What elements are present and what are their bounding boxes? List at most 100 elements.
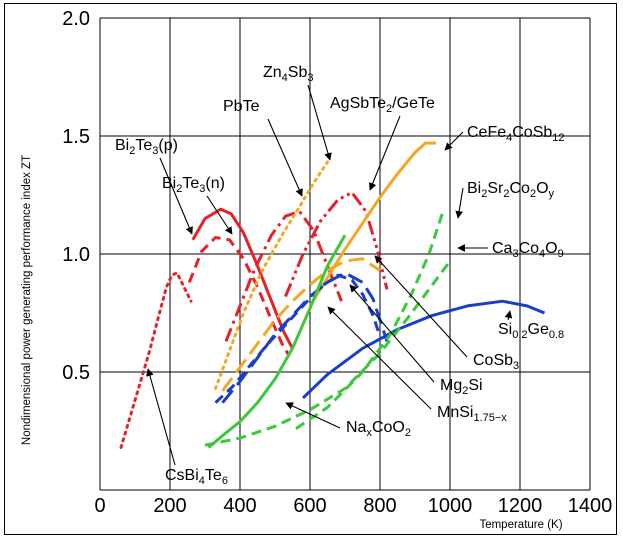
x-axis-label: Temperature (K) (479, 519, 562, 531)
annotation-arrow (504, 310, 513, 321)
label-text: Bi (115, 137, 129, 154)
annotations: CsBi4Te6Bi2Te3(p)Bi2Te3(n)PbTeZn4Sb3AgSb… (115, 64, 565, 487)
series-line (204, 260, 452, 447)
label-text: Ge (528, 321, 549, 338)
x-tick-label: 600 (293, 495, 326, 517)
label-subscript: 2 (462, 385, 468, 397)
label-text: Sb (288, 64, 308, 81)
label-text: Co (519, 240, 540, 257)
label-text: (n) (205, 175, 225, 192)
annotation-arrow (159, 157, 193, 235)
series-line (207, 234, 347, 449)
label-text: Sr (487, 180, 504, 197)
label-subscript: 2 (176, 183, 182, 195)
series-line (284, 191, 389, 298)
series-line (214, 160, 329, 390)
annotation-label: AgSbTe2/GeTe (330, 95, 435, 115)
label-text: Te (135, 137, 152, 154)
label-text: O (536, 180, 548, 197)
label-subscript: 2 (129, 145, 135, 157)
label-text: Si (468, 377, 482, 394)
label-text: Te (205, 467, 222, 484)
annotation-arrow (444, 131, 464, 151)
label-text: AgSbTe (330, 95, 386, 112)
annotation-arrow (455, 187, 464, 219)
label-text: Bi (162, 175, 176, 192)
series-line (221, 257, 381, 392)
label-text: PbTe (223, 98, 260, 115)
annotation-label: Zn4Sb3 (263, 64, 314, 84)
annotation-arrow (374, 255, 468, 358)
label-text: CoO (372, 419, 405, 436)
series-line (214, 273, 382, 404)
series-lines (119, 141, 546, 449)
annotation-arrow (307, 84, 332, 161)
series-line (119, 271, 193, 449)
label-subscript: 3 (307, 72, 313, 84)
annotation-label: PbTe (223, 98, 260, 115)
y-tick-label: 1.0 (62, 244, 90, 266)
x-tick-label: 1000 (428, 495, 473, 517)
annotation-label: Bi2Te3(p) (115, 137, 178, 157)
label-text: Mg (440, 377, 462, 394)
label-text: (p) (158, 137, 178, 154)
annotation-label: Ca3Co4O9 (492, 240, 564, 260)
annotation-arrow (349, 284, 435, 383)
figure-frame (4, 3, 617, 535)
annotation-label: Si0.2Ge0.8 (498, 321, 564, 341)
y-axis-label: Nondimensional power generating performa… (21, 155, 33, 445)
annotation-label: NaxCoO2 (346, 419, 411, 439)
label-subscript: 0.2 (512, 329, 527, 341)
label-text: CoSb (512, 124, 552, 141)
x-tick-label: 1200 (498, 495, 543, 517)
label-text: /GeTe (392, 95, 435, 112)
series-line (224, 210, 343, 342)
label-text: O (545, 240, 557, 257)
label-text: MnSi (437, 404, 473, 421)
x-tick-label: 1400 (568, 495, 613, 517)
tick-labels: 0 200 400 600 800 1000 1200 1400 0.5 1.0 1.5 2.0 (62, 8, 612, 517)
annotation-label: CoSb3 (473, 352, 519, 372)
y-tick-label: 2.0 (62, 8, 90, 30)
label-subscript: 2 (405, 427, 411, 439)
x-tick-label: 800 (363, 495, 396, 517)
label-subscript: 3 (199, 183, 205, 195)
y-tick-label: 0.5 (62, 362, 90, 384)
label-subscript: 2 (481, 188, 487, 200)
series-line (301, 299, 546, 400)
label-text: CoSb (473, 352, 513, 369)
label-subscript: 4 (199, 475, 205, 487)
annotation-arrow (206, 195, 233, 235)
annotation-label: Bi2Te3(n) (162, 175, 225, 195)
label-subscript: 4 (539, 248, 545, 260)
label-subscript: 2 (530, 188, 536, 200)
label-subscript: 3 (513, 360, 519, 372)
label-subscript: 4 (506, 132, 512, 144)
label-text: Te (182, 175, 199, 192)
annotation-label: Mg2Si (440, 377, 483, 397)
x-tick-label: 400 (223, 495, 256, 517)
x-tick-label: 0 (94, 495, 105, 517)
annotation-label: CeFe4CoSb12 (467, 124, 565, 144)
annotation-arrow (146, 368, 176, 466)
label-text: Na (346, 419, 367, 436)
grid (99, 17, 591, 491)
annotation-arrow (285, 402, 341, 429)
label-text: Zn (263, 64, 282, 81)
annotation-label: MnSi1.75−x (437, 404, 507, 424)
annotation-label: CsBi4Te6 (165, 467, 228, 487)
label-subscript: y (549, 188, 555, 200)
label-subscript: x (366, 427, 372, 439)
label-subscript: 6 (222, 475, 228, 487)
label-text: Ca (492, 240, 513, 257)
series-line (295, 211, 445, 430)
annotation-label: Bi2Sr2Co2Oy (467, 180, 555, 200)
label-subscript: 2 (386, 103, 392, 115)
series-line (187, 236, 291, 357)
label-subscript: 0.8 (549, 329, 564, 341)
label-text: Si (498, 321, 512, 338)
annotation-arrow (369, 115, 401, 191)
annotation-arrow (267, 118, 303, 197)
